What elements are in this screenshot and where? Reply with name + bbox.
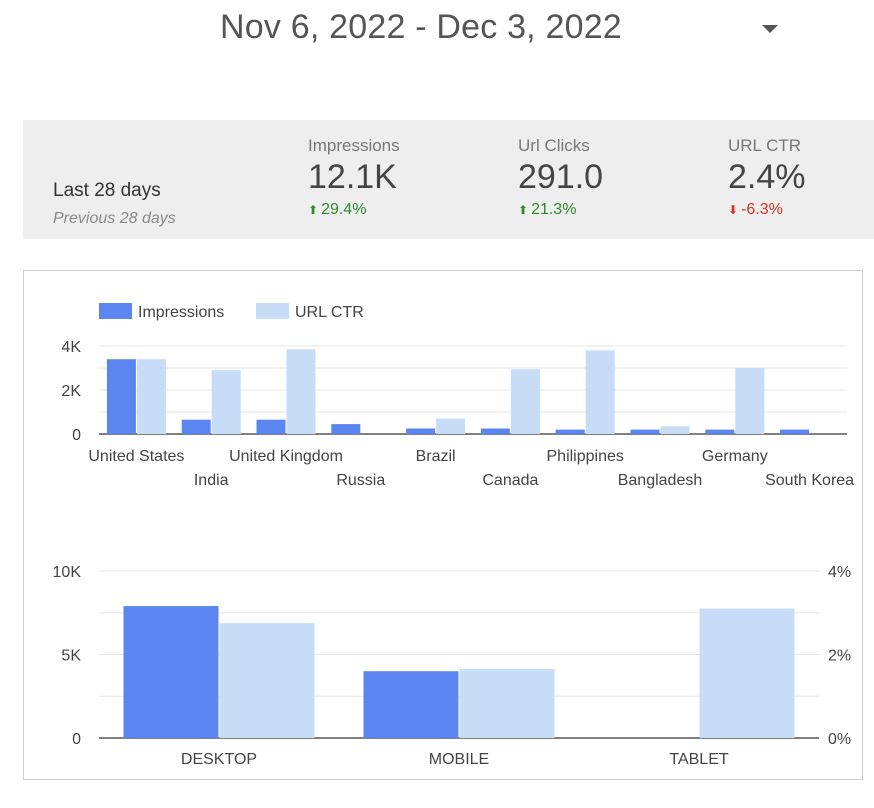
bar-impressions[interactable] <box>181 419 211 434</box>
metric-label: Impressions <box>308 136 400 155</box>
legend-swatch-url-ctr <box>256 303 289 319</box>
y-tick-label-right: 4% <box>828 564 851 581</box>
bar-impressions[interactable] <box>780 429 810 434</box>
legend-label: Impressions <box>138 304 224 321</box>
bar-url-ctr[interactable] <box>699 608 795 738</box>
y-tick-label-right: 0% <box>828 731 851 748</box>
x-tick-label: United Kingdom <box>229 448 343 465</box>
metric-value: 291.0 <box>518 158 604 196</box>
x-tick-label: Philippines <box>547 448 624 465</box>
y-tick-label-right: 2% <box>828 648 851 665</box>
x-tick-label: United States <box>88 448 184 465</box>
bar-url-ctr[interactable] <box>286 349 316 434</box>
y-tick-label-left: 0 <box>72 731 81 748</box>
y-tick-label: 2K <box>61 383 81 400</box>
bar-impressions[interactable] <box>555 429 585 434</box>
metric-change-value: 29.4% <box>321 201 367 218</box>
metric-value: 12.1K <box>308 158 397 196</box>
bar-url-ctr[interactable] <box>436 418 466 434</box>
metric-change-value: 21.3% <box>531 201 577 218</box>
legend-swatch-impressions <box>99 303 132 319</box>
x-tick-label: MOBILE <box>429 751 489 768</box>
bar-impressions[interactable] <box>480 428 510 435</box>
metric-change-value: -6.3% <box>741 201 783 218</box>
date-range-text[interactable]: Nov 6, 2022 - Dec 3, 2022 <box>220 8 622 46</box>
metric-label: Url Clicks <box>518 136 590 155</box>
metric-url-ctr: URL CTR 2.4% ⬇ -6.3% <box>728 136 806 219</box>
summary-scorecard: Last 28 days Previous 28 days Impression… <box>23 120 874 239</box>
x-tick-label: Germany <box>702 448 768 465</box>
arrow-up-icon: ⬆ <box>518 203 529 217</box>
x-tick-label: South Korea <box>765 472 854 489</box>
metric-change: ⬆ 29.4% <box>308 201 400 219</box>
bar-url-ctr[interactable] <box>735 368 765 434</box>
caret-down-icon[interactable] <box>762 25 778 33</box>
bar-url-ctr[interactable] <box>660 426 690 434</box>
bar-impressions[interactable] <box>630 429 660 434</box>
x-tick-label: Russia <box>336 472 385 489</box>
bar-url-ctr[interactable] <box>585 350 615 434</box>
x-tick-label: TABLET <box>669 751 729 768</box>
metric-url-clicks: Url Clicks 291.0 ⬆ 21.3% <box>518 136 603 219</box>
bar-impressions[interactable] <box>123 606 219 738</box>
bar-url-ctr[interactable] <box>211 370 241 434</box>
charts-panel: Impressions URL CTR 4K 2K 0 United States Indi… <box>23 270 863 780</box>
arrow-down-icon: ⬇ <box>728 203 739 217</box>
bar-url-ctr[interactable] <box>136 359 166 434</box>
bar-impressions[interactable] <box>331 424 361 434</box>
bar-url-ctr[interactable] <box>219 623 315 738</box>
y-tick-label-left: 10K <box>53 564 82 581</box>
charts-svg: Impressions URL CTR 4K 2K 0 United States Indi… <box>53 303 854 768</box>
bar-url-ctr[interactable] <box>510 369 540 434</box>
date-range-selector[interactable]: Nov 6, 2022 - Dec 3, 2022 <box>0 8 852 48</box>
bar-url-ctr[interactable] <box>459 669 555 738</box>
bar-impressions[interactable] <box>406 428 436 435</box>
current-period-label: Last 28 days <box>53 180 161 201</box>
legend-label: URL CTR <box>295 304 364 321</box>
bar-impressions[interactable] <box>106 359 136 434</box>
metric-value: 2.4% <box>728 158 806 196</box>
period-labels: Last 28 days Previous 28 days <box>53 180 176 228</box>
y-tick-label: 0 <box>72 427 81 444</box>
x-tick-label: India <box>194 472 229 489</box>
x-tick-label: Bangladesh <box>618 472 703 489</box>
metric-label: URL CTR <box>728 136 802 155</box>
bar-impressions[interactable] <box>363 671 459 738</box>
bar-impressions[interactable] <box>256 419 286 434</box>
metric-impressions: Impressions 12.1K ⬆ 29.4% <box>308 136 400 219</box>
x-tick-label: Canada <box>482 472 538 489</box>
bar-impressions[interactable] <box>705 429 735 434</box>
metric-change: ⬆ 21.3% <box>518 201 603 219</box>
arrow-up-icon: ⬆ <box>308 203 319 217</box>
previous-period-label: Previous 28 days <box>53 210 176 227</box>
y-tick-label: 4K <box>61 339 81 356</box>
y-tick-label-left: 5K <box>61 648 81 665</box>
metric-change: ⬇ -6.3% <box>728 201 806 219</box>
x-tick-label: Brazil <box>416 448 456 465</box>
x-tick-label: DESKTOP <box>181 751 257 768</box>
